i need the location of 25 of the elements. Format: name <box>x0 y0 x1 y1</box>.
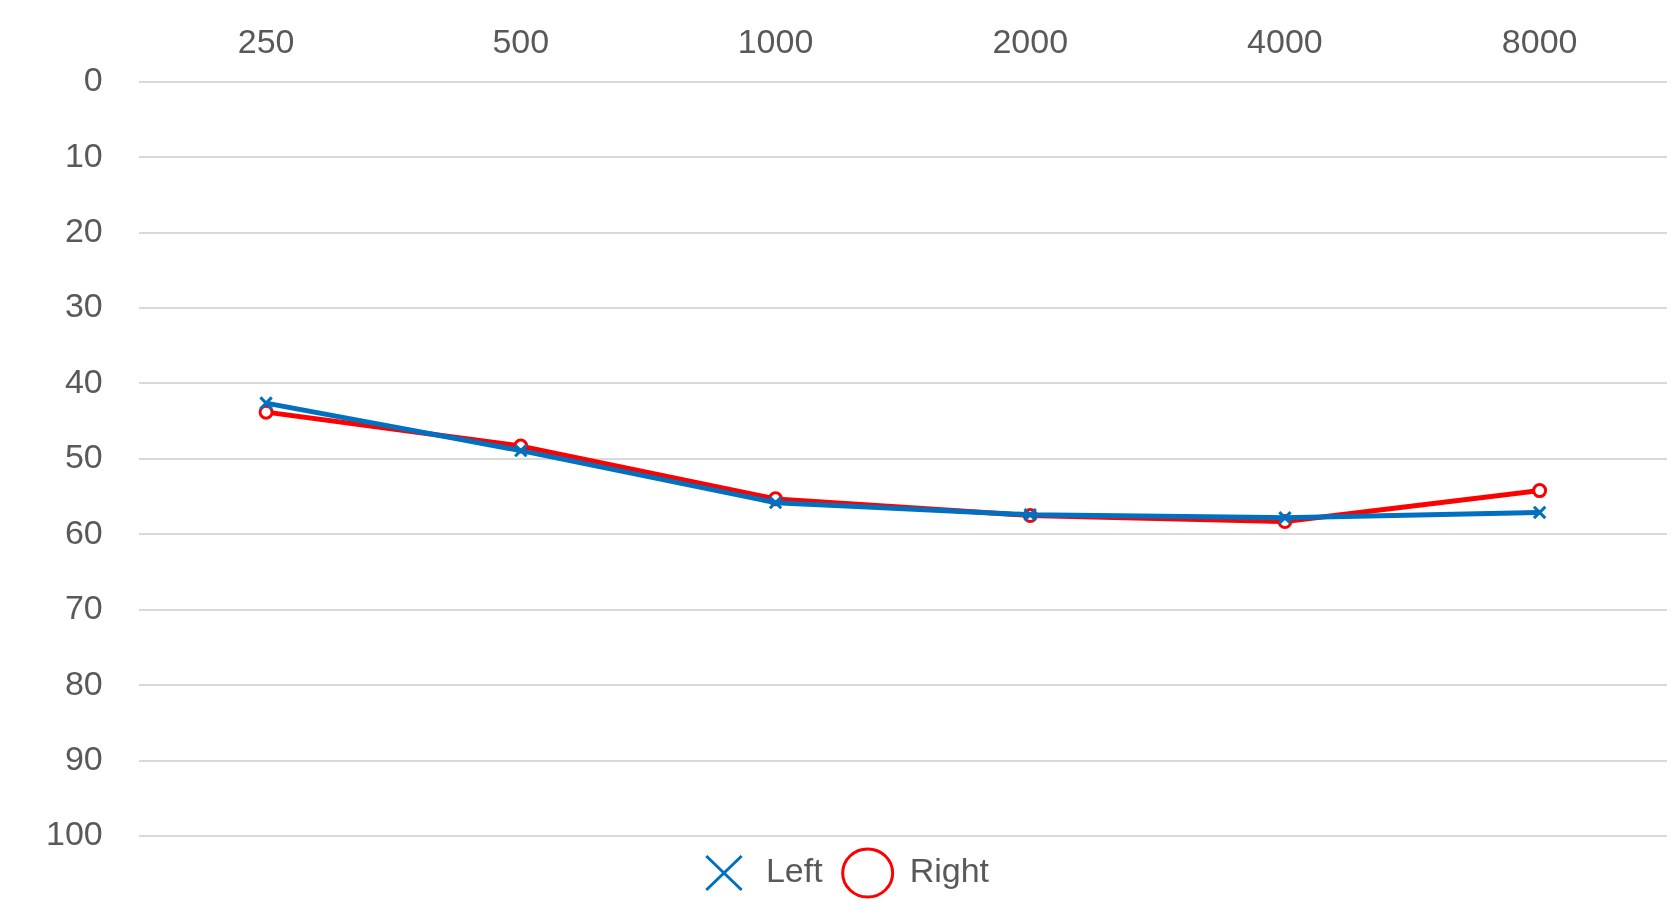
legend-label: Right <box>909 851 990 890</box>
y-tick-label: 90 <box>64 738 103 777</box>
y-tick-label: 100 <box>45 814 103 853</box>
y-tick-label: 80 <box>64 663 103 702</box>
x-tick-label: 4000 <box>1247 21 1323 60</box>
x-tick-label: 8000 <box>1501 21 1578 60</box>
point <box>513 443 528 458</box>
y-tick-label: 30 <box>64 286 103 325</box>
point <box>1532 505 1547 520</box>
x-tick-label: 500 <box>492 21 550 60</box>
y-tick-label: 10 <box>64 135 103 174</box>
y-tick-label: 70 <box>64 588 103 627</box>
point <box>768 495 783 510</box>
point <box>1532 483 1548 499</box>
point <box>1277 510 1293 525</box>
x-tick-label: 250 <box>237 21 295 60</box>
legend-label: Left <box>765 851 824 890</box>
y-tick-label: 0 <box>83 60 103 99</box>
y-tick-label: 50 <box>64 437 103 476</box>
y-tick-label: 60 <box>64 512 103 551</box>
point <box>258 395 274 411</box>
x-tick-label: 1000 <box>737 21 814 60</box>
x-tick-label: 2000 <box>992 21 1069 60</box>
y-tick-label: 40 <box>64 361 103 400</box>
y-tick-label: 20 <box>64 211 103 250</box>
